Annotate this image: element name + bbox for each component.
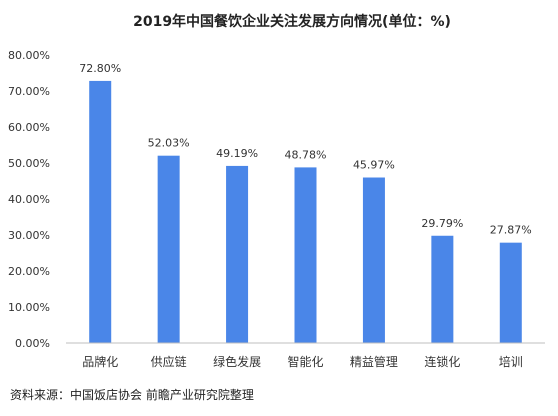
x-tick-label: 培训 <box>499 354 523 369</box>
y-tick-label: 60.00% <box>8 121 50 134</box>
bar <box>226 165 249 343</box>
x-tick-label: 绿色发展 <box>213 354 261 369</box>
y-tick-label: 20.00% <box>8 265 50 278</box>
bar <box>294 167 317 343</box>
data-label: 45.97% <box>353 159 395 172</box>
data-label: 72.80% <box>79 62 121 75</box>
data-label: 27.87% <box>490 224 532 237</box>
bar <box>157 155 180 343</box>
source-note: 资料来源：中国饭店协会 前瞻产业研究院整理 <box>10 388 254 402</box>
x-tick-label: 供应链 <box>151 354 187 369</box>
y-tick-label: 80.00% <box>8 49 50 62</box>
x-tick-label: 精益管理 <box>350 354 398 369</box>
x-tick-label: 智能化 <box>287 354 323 369</box>
x-axis: 品牌化 供应链 绿色发展 智能化 精益管理 连锁化 培训 <box>66 342 545 369</box>
bar <box>89 80 112 344</box>
bar <box>362 177 385 343</box>
x-tick-label: 品牌化 <box>82 355 118 369</box>
data-label: 29.79% <box>421 217 463 230</box>
y-tick-label: 30.00% <box>8 229 50 242</box>
y-tick-label: 0.00% <box>15 337 50 350</box>
y-tick-label: 70.00% <box>8 85 50 98</box>
y-axis: 0.00% 10.00% 20.00% 30.00% 40.00% 50.00% 60.00… <box>8 49 50 350</box>
data-label: 48.78% <box>285 148 327 161</box>
y-tick-label: 50.00% <box>8 157 50 170</box>
bar <box>499 242 522 343</box>
x-tick-label: 连锁化 <box>424 354 460 369</box>
y-tick-label: 10.00% <box>8 301 50 314</box>
bar <box>431 235 454 343</box>
bars: 72.80% 52.03% 49.19% 48.78% 45.97% 29.79% 27.8… <box>79 62 532 344</box>
y-tick-label: 40.00% <box>8 193 50 206</box>
chart-title: 2019年中国餐饮企业关注发展方向情况(单位：%) <box>133 13 451 30</box>
data-label: 52.03% <box>148 137 190 150</box>
data-label: 49.19% <box>216 147 258 160</box>
